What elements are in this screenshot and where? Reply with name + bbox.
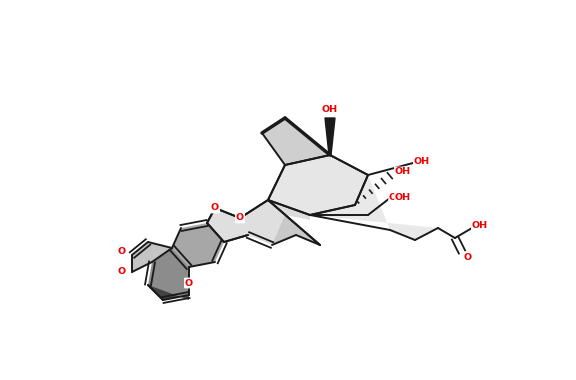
Polygon shape xyxy=(310,175,438,240)
Polygon shape xyxy=(325,118,335,155)
Text: OH: OH xyxy=(322,106,338,114)
Polygon shape xyxy=(268,155,368,215)
Polygon shape xyxy=(148,285,189,300)
Polygon shape xyxy=(262,118,330,165)
Text: OH: OH xyxy=(414,157,430,166)
Text: OH: OH xyxy=(322,106,338,114)
Text: O: O xyxy=(118,247,126,256)
Polygon shape xyxy=(132,242,172,272)
Text: O: O xyxy=(211,204,219,212)
Text: O: O xyxy=(118,268,126,277)
Text: O: O xyxy=(185,279,193,288)
Text: O: O xyxy=(464,252,472,261)
Polygon shape xyxy=(172,223,224,267)
Text: O: O xyxy=(211,204,219,212)
Text: OH: OH xyxy=(472,222,488,231)
Text: O: O xyxy=(236,214,244,223)
Polygon shape xyxy=(207,200,320,245)
Text: OH: OH xyxy=(414,157,430,166)
Text: OH: OH xyxy=(395,193,411,201)
Text: O: O xyxy=(185,279,193,288)
Polygon shape xyxy=(268,200,320,245)
Text: OH: OH xyxy=(395,168,411,176)
Text: OH: OH xyxy=(395,168,411,176)
Text: O: O xyxy=(118,268,126,277)
Text: OH: OH xyxy=(389,193,405,201)
Polygon shape xyxy=(148,248,189,300)
Text: O: O xyxy=(464,252,472,261)
Text: OH: OH xyxy=(472,222,488,231)
Text: O: O xyxy=(236,214,244,223)
Text: O: O xyxy=(118,247,126,256)
